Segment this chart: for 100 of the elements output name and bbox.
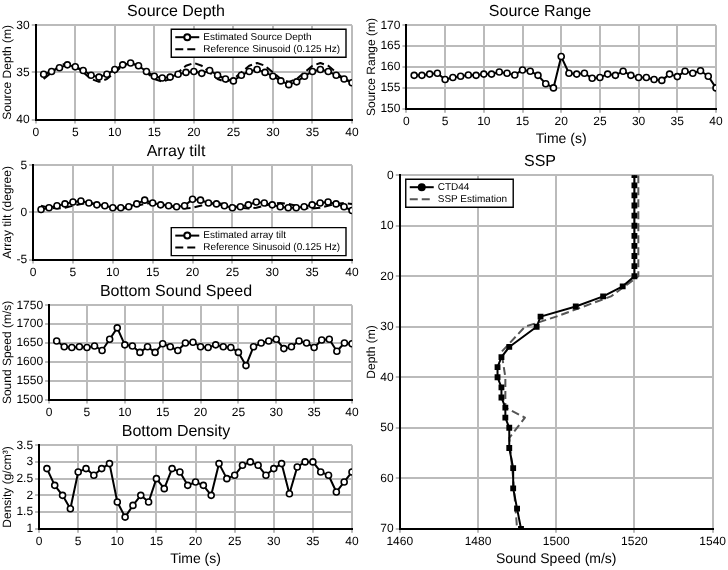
point [619,67,627,75]
point [658,76,666,85]
point [410,71,418,80]
point [254,461,262,470]
point [262,471,270,480]
point [650,75,658,84]
point [316,468,325,476]
point [221,75,230,83]
point [79,66,87,75]
point [295,337,303,345]
point [269,72,277,80]
point [340,339,349,347]
point [230,471,239,480]
chart-title: Bottom Density [121,422,231,441]
point [229,77,238,85]
point [174,70,182,79]
point [324,471,333,480]
point [472,71,480,80]
point [631,273,638,280]
point [498,384,505,391]
point [129,501,137,510]
point [308,67,317,76]
point [204,343,212,352]
point [631,243,638,249]
point [600,293,607,300]
chart-title: Bottom Sound Speed [99,282,253,301]
point [197,69,206,78]
point [506,424,513,431]
point [63,61,72,69]
point [611,71,620,80]
point [572,303,579,310]
point [83,343,91,352]
point [75,342,84,351]
point [66,504,75,513]
point [105,335,114,343]
point [191,478,200,486]
point [264,337,273,345]
point [90,471,98,480]
point [174,346,182,355]
point [506,445,513,451]
point [55,63,64,72]
point [309,458,317,466]
point [227,343,235,352]
point [425,70,434,78]
point [534,71,542,80]
point [176,468,184,476]
point [52,337,61,345]
point [280,344,288,353]
point [68,343,76,352]
point [301,458,309,466]
point [199,481,208,490]
point [166,342,175,351]
point [98,346,106,355]
point [332,488,341,496]
point [158,74,167,82]
point [324,67,333,76]
point [526,67,535,75]
point [533,323,540,330]
point [631,212,638,219]
point [183,481,192,490]
point [596,73,604,82]
point [249,342,258,351]
point [111,65,119,74]
point [449,73,457,82]
point [631,182,638,189]
point [219,342,228,351]
point [82,464,90,473]
point [588,74,596,83]
point [316,65,325,74]
point [128,342,137,350]
point [634,73,643,82]
point [464,71,473,79]
point [223,474,231,483]
point [213,71,222,80]
point [238,461,247,470]
chart-title: SSP [523,152,557,171]
point [665,70,674,78]
point [441,75,449,84]
point [537,313,544,320]
point [166,73,174,81]
point [433,69,442,78]
point [103,70,111,79]
point [480,70,488,78]
point [189,338,197,347]
point [506,344,513,350]
point [121,513,129,521]
point [284,80,293,89]
point [39,70,48,79]
point [681,67,689,75]
point [245,67,254,76]
point [502,404,509,411]
point [234,348,243,357]
point [494,364,501,371]
point [456,72,465,80]
point [277,77,285,85]
point [168,464,176,473]
point [565,69,573,78]
point [182,68,190,77]
point [325,335,334,343]
point [514,505,521,512]
